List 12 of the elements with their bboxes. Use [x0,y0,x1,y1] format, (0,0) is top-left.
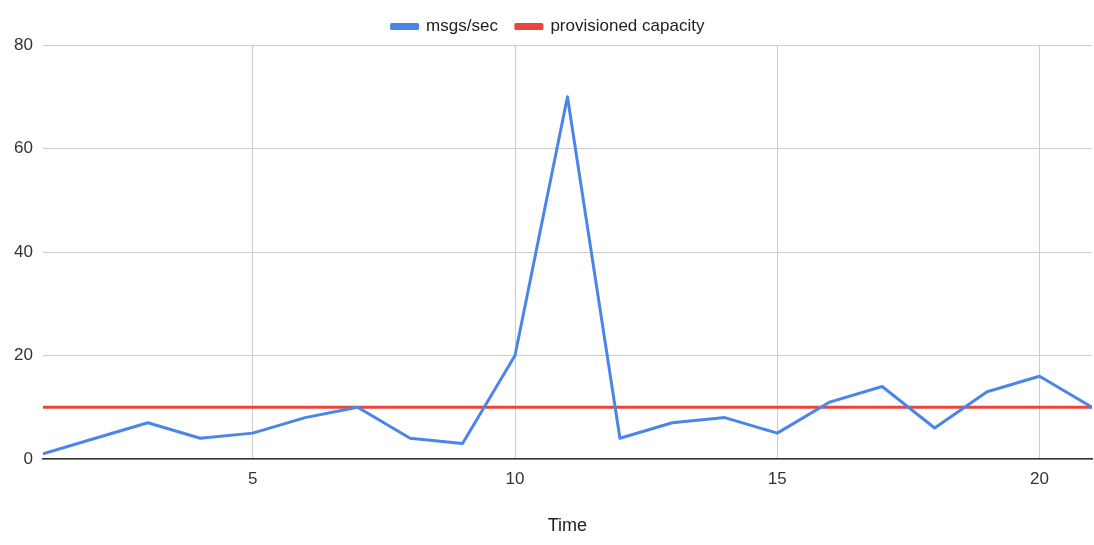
legend-label: msgs/sec [426,16,499,36]
y-tick-label: 20 [13,345,33,365]
y-tick-label: 80 [13,34,33,54]
x-axis-title: Time [547,515,588,536]
legend-label: provisioned capacity [550,16,705,36]
x-tick-label: 15 [767,468,787,488]
x-tick-label: 5 [247,468,258,488]
y-tick-label: 40 [13,241,33,261]
x-tick-label: 10 [505,468,525,488]
y-tick-label: 0 [23,448,33,468]
y-tick-label: 60 [13,138,33,158]
x-tick-label: 20 [1030,468,1050,488]
